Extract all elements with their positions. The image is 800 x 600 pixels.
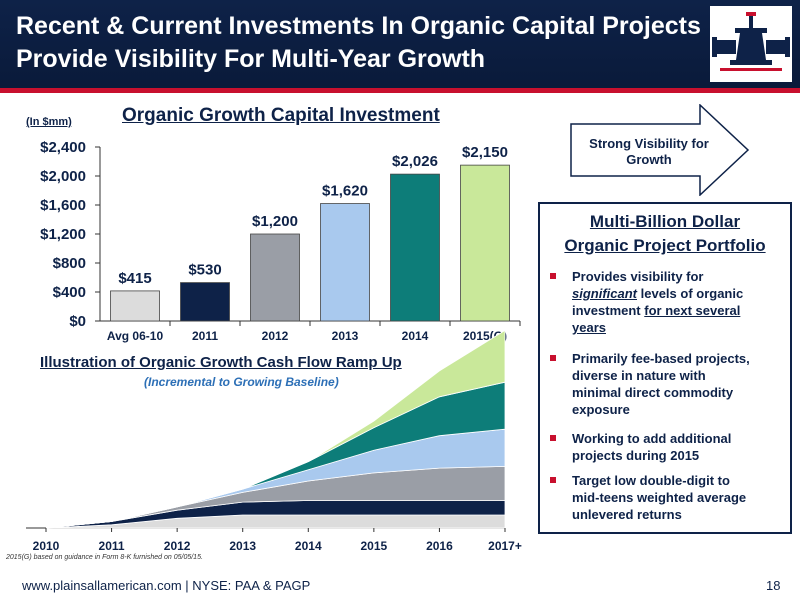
page-number: 18	[766, 578, 781, 593]
b4-line3: unlevered returns	[572, 507, 682, 522]
b1-line3: investment for next several	[572, 302, 792, 319]
b2-line2: diverse in nature with	[572, 368, 706, 383]
cash-flow-area-chart: 2010 2011 2012 2013 2014 2015 2016 2017+	[26, 329, 522, 553]
b2-line4: exposure	[572, 402, 630, 417]
bullet-fee-based-text: Primarily fee-based projects, diverse in…	[572, 350, 792, 418]
bar-value-label: $530	[188, 262, 221, 279]
x-tick-label: 2017+	[488, 539, 522, 553]
x-tick-label: 2013	[229, 539, 256, 553]
bar	[460, 164, 510, 322]
y-tick-label: $400	[53, 284, 86, 301]
title-line-2: Provide Visibility For Multi-Year Growth	[16, 45, 486, 73]
project-portfolio-box: Multi-Billion Dollar Organic Project Por…	[538, 202, 792, 534]
bar	[180, 282, 230, 322]
y-tick-label: $0	[69, 313, 86, 330]
y-tick-label: $1,200	[40, 226, 86, 243]
bar	[320, 203, 370, 322]
y-tick-label: $1,600	[40, 197, 86, 214]
callout-line-2: Growth	[626, 152, 672, 167]
y-tick-label: $800	[53, 255, 86, 272]
right-arrow-icon	[570, 103, 750, 197]
y-axis-unit-label: (In $mm)	[26, 116, 72, 128]
bullet-square-icon	[550, 273, 556, 279]
x-tick-label: 2013	[332, 329, 359, 343]
title-line-1: Recent & Current Investments In Organic …	[16, 12, 701, 40]
bar-value-label: $1,620	[322, 183, 368, 200]
bar-chart-title: Organic Growth Capital Investment	[122, 105, 440, 126]
organic-growth-bar-chart: $0 $400 $800 $1,200 $1,600 $2,000 $2,400 $415 Av…	[40, 139, 521, 343]
bar	[250, 233, 300, 322]
x-tick-label: 2014	[402, 329, 429, 343]
header-divider	[0, 88, 800, 93]
x-tick-label: 2011	[99, 539, 125, 553]
b4-line2: mid-teens weighted average	[572, 490, 747, 505]
x-tick-label: 2010	[33, 539, 60, 553]
bar-value-label: $415	[118, 270, 151, 287]
callout-arrow	[570, 103, 750, 197]
footer-text: www.plainsallamerican.com | NYSE: PAA & …	[22, 578, 310, 593]
callout-line-1: Strong Visibility for	[589, 136, 709, 151]
header-bar: Recent & Current Investments In Organic …	[0, 0, 800, 88]
x-tick-label: Avg 06-10	[107, 329, 164, 343]
bar-value-label: $1,200	[252, 213, 298, 230]
footer-url-link[interactable]: www.plainsallamerican.com	[22, 578, 182, 593]
b2-line1: Primarily fee-based projects,	[572, 351, 750, 366]
footnote: 2015(G) based on guidance in Form 8-K fu…	[6, 554, 203, 561]
x-tick-label: 2014	[295, 539, 322, 553]
b3-line2: projects during 2015	[572, 448, 700, 463]
bullet-returns-text: Target low double-digit to mid-teens wei…	[572, 472, 792, 523]
b1-emphasis: significant	[572, 286, 638, 301]
cash-flow-chart-subtitle: (Incremental to Growing Baseline)	[144, 375, 339, 389]
company-logo	[710, 6, 792, 82]
portfolio-heading-line-2: Organic Project Portfolio	[564, 236, 766, 255]
x-tick-label: 2015	[361, 539, 388, 553]
valve-logo-icon	[712, 12, 790, 71]
x-tick-label: 2012	[164, 539, 191, 553]
b1-line1: Provides visibility for	[572, 269, 704, 284]
callout-text: Strong Visibility for Growth	[574, 136, 724, 168]
y-tick-label: $2,000	[40, 168, 86, 185]
b1-line3-underlined: for next several	[644, 303, 741, 318]
footer-ticker: NYSE: PAA & PAGP	[192, 578, 311, 593]
cash-flow-chart-title: Illustration of Organic Growth Cash Flow…	[40, 354, 402, 371]
bullet-square-icon	[550, 477, 556, 483]
bullet-visibility-text: Provides visibility for significant leve…	[572, 268, 792, 336]
b3-line1: Working to add additional	[572, 431, 732, 446]
b1-line4: years	[572, 320, 606, 335]
bar-value-label: $2,150	[462, 144, 508, 161]
y-tick-label: $2,400	[40, 139, 86, 156]
b1-line2: significant levels of organic	[572, 285, 792, 302]
b2-line3: minimal direct commodity	[572, 385, 734, 400]
portfolio-heading-line-1: Multi-Billion Dollar	[589, 212, 741, 231]
bullet-square-icon	[550, 355, 556, 361]
bullet-additional-projects-text: Working to add additional projects durin…	[572, 430, 792, 464]
x-tick-label: 2011	[192, 329, 218, 343]
b1-line2-rest: levels of organic	[637, 286, 744, 301]
footer-separator: |	[181, 578, 193, 593]
x-tick-label: 2012	[262, 329, 289, 343]
bar	[110, 290, 160, 322]
bullet-square-icon	[550, 435, 556, 441]
area-series	[45, 329, 506, 529]
b1-line3-start: investment	[572, 303, 645, 318]
bar	[390, 173, 440, 322]
b4-line1: Target low double-digit to	[572, 473, 730, 488]
x-tick-label: 2016	[426, 539, 453, 553]
bar-value-label: $2,026	[392, 153, 438, 170]
